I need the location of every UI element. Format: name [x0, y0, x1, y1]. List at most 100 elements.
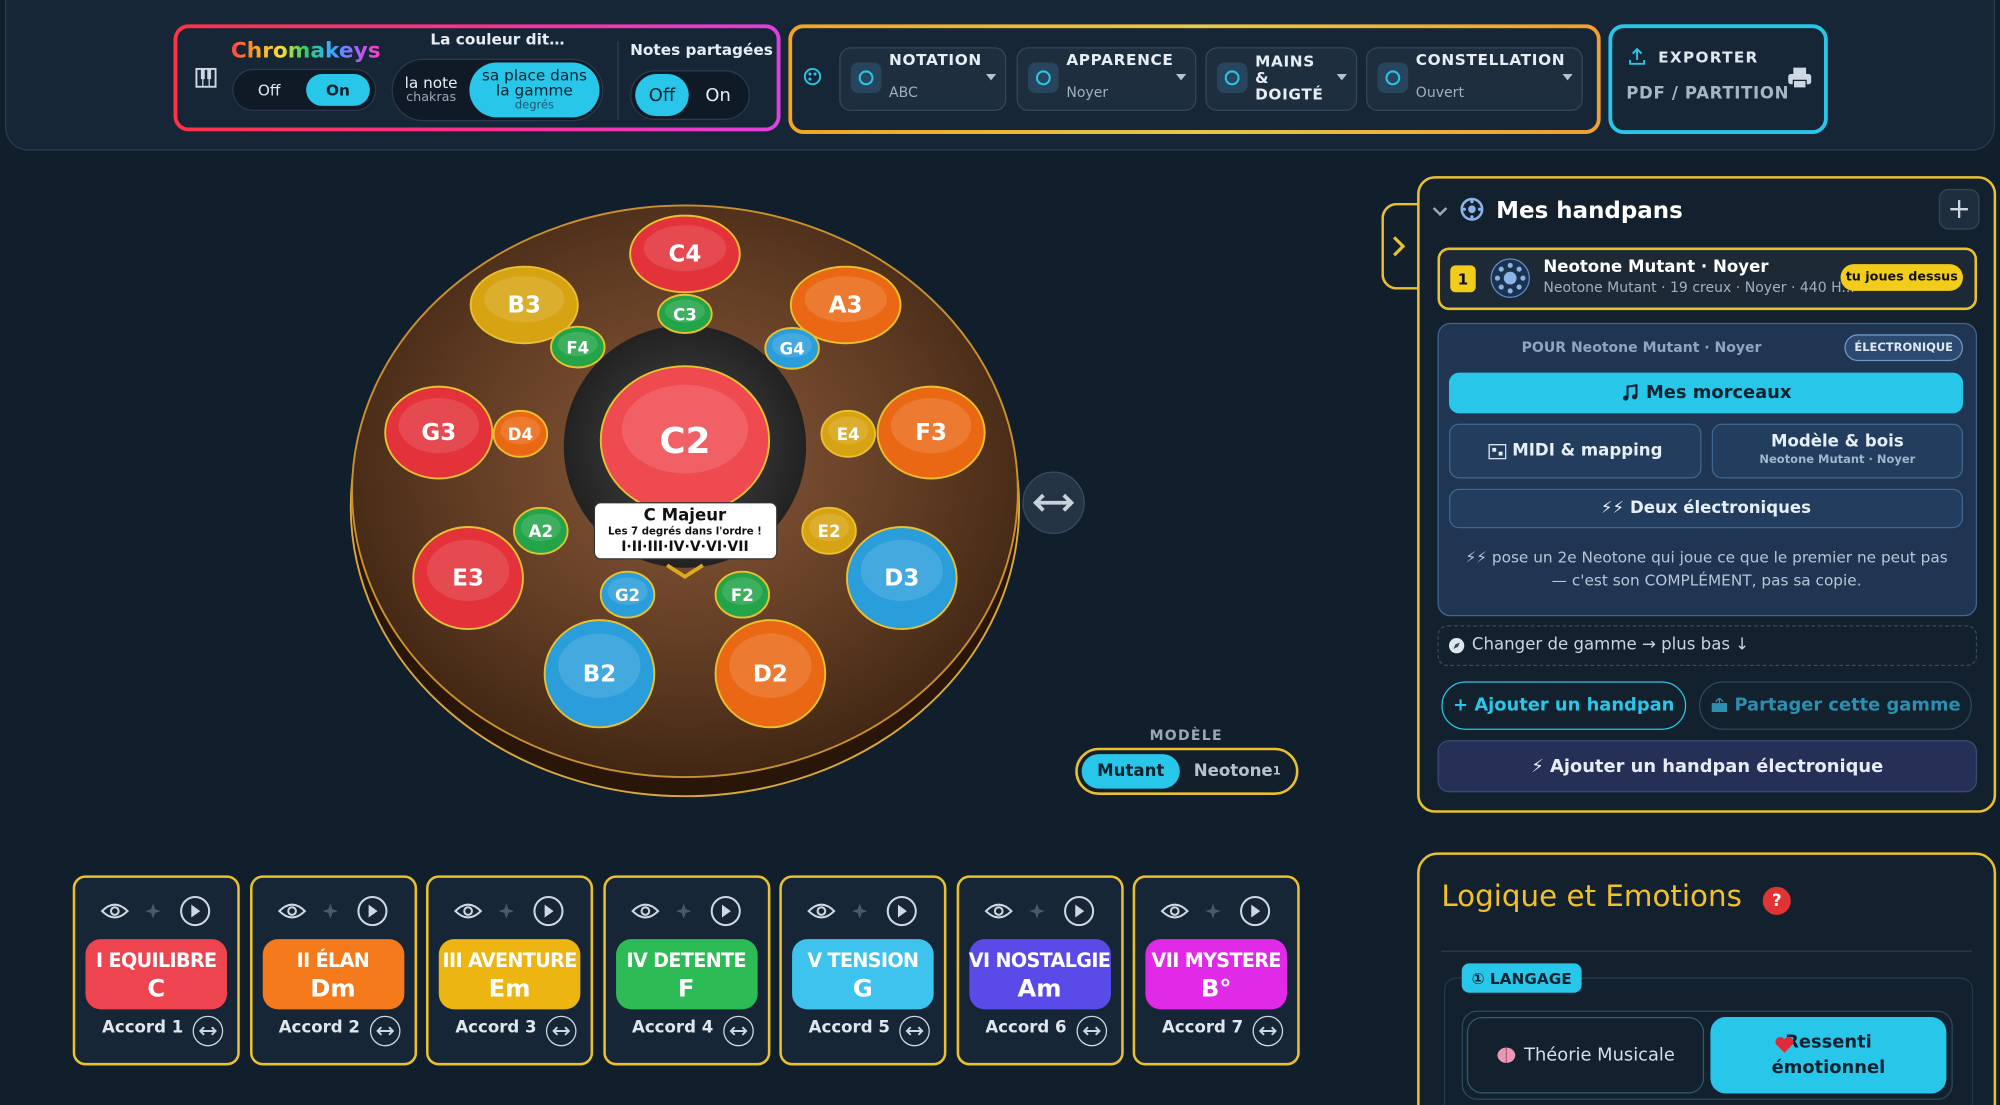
chord-pill[interactable]: II ÉLAN Dm	[262, 939, 404, 1010]
chord-pill[interactable]: IV DETENTE F	[615, 939, 758, 1010]
card-icons	[98, 894, 226, 927]
note[interactable]	[543, 619, 656, 729]
note-highlight	[621, 384, 749, 474]
note[interactable]	[876, 385, 986, 480]
dropdown[interactable]	[1205, 47, 1358, 112]
note[interactable]	[384, 385, 494, 480]
help-button[interactable]: ?	[1762, 886, 1791, 915]
chord-pill[interactable]: I EQUILIBRE C	[85, 939, 228, 1010]
printer-icon[interactable]	[1787, 66, 1813, 89]
play-icon[interactable]	[180, 896, 211, 927]
chord-name: G	[852, 974, 873, 1003]
eye-icon[interactable]	[807, 903, 836, 919]
sparkle-icon[interactable]	[852, 903, 868, 919]
add-electronic-button[interactable]: ⚡ Ajouter un handpan électronique	[1437, 740, 1978, 793]
chord-pill[interactable]: VI NOSTALGIE Am	[968, 939, 1111, 1010]
note-label: G3	[421, 420, 456, 446]
dropdown-label: APPARENCE	[1066, 51, 1174, 69]
model-wood-button[interactable]: Modèle & bois Neotone Mutant · Noyer	[1711, 423, 1963, 479]
eye-icon[interactable]	[453, 903, 483, 919]
chord-swap[interactable]	[722, 1015, 754, 1047]
change-scale[interactable]: Changer de gamme → plus bas ↓	[1437, 625, 1978, 667]
card-icon-row	[453, 896, 564, 927]
note-label: G4	[780, 340, 805, 359]
sparkle-icon[interactable]	[675, 903, 691, 919]
play-icon[interactable]	[886, 896, 917, 927]
share-scale-button[interactable]: Partager cette gamme	[1698, 681, 1972, 730]
feeling-button[interactable]: Ressenti émotionnel	[1710, 1016, 1947, 1094]
note[interactable]	[629, 214, 741, 294]
note[interactable]	[412, 526, 524, 631]
chord-pill[interactable]: V TENSION G	[792, 939, 934, 1010]
toggle-on[interactable]: On	[705, 84, 731, 106]
chord-swap[interactable]	[1075, 1015, 1107, 1047]
eye-icon[interactable]	[277, 903, 306, 919]
theory-button[interactable]: Théorie Musicale	[1466, 1016, 1705, 1094]
eye-icon[interactable]	[1160, 903, 1189, 919]
note[interactable]	[764, 326, 820, 370]
note[interactable]	[513, 506, 569, 555]
toggle-on[interactable]: On	[306, 74, 370, 106]
chord-swap[interactable]	[899, 1015, 930, 1047]
note[interactable]	[492, 409, 549, 458]
mode-note[interactable]: la note chakras	[395, 66, 466, 114]
play-triangle	[1251, 904, 1261, 918]
play-icon[interactable]	[356, 896, 387, 927]
eye-icon[interactable]	[100, 903, 129, 919]
play-icon[interactable]	[1063, 896, 1094, 927]
play-triangle	[367, 904, 377, 918]
chord-pill[interactable]: VII MYSTERE B°	[1145, 939, 1287, 1010]
mode-note-label: la note	[404, 74, 458, 92]
chevron-icon	[1392, 236, 1406, 257]
sparkle-icon[interactable]	[322, 903, 338, 919]
note[interactable]	[599, 570, 656, 619]
chord-pill[interactable]: III AVENTURE Em	[438, 939, 581, 1010]
note-label: C4	[669, 242, 702, 268]
play-triangle	[721, 904, 731, 918]
note[interactable]	[714, 570, 771, 619]
chord-swap[interactable]	[545, 1015, 577, 1047]
note[interactable]	[469, 265, 579, 345]
eye-icon[interactable]	[630, 903, 659, 919]
divider	[617, 40, 619, 120]
note[interactable]	[845, 526, 958, 631]
two-electronic-button[interactable]: ⚡⚡ Deux électroniques	[1448, 488, 1963, 529]
sparkle-icon[interactable]	[1205, 903, 1221, 919]
note[interactable]	[714, 619, 827, 729]
piano-icon	[195, 67, 217, 88]
chord-swap[interactable]	[1252, 1015, 1284, 1047]
note[interactable]	[820, 409, 876, 458]
note[interactable]	[789, 265, 902, 345]
note[interactable]	[550, 325, 606, 369]
play-icon[interactable]	[1240, 896, 1271, 927]
toggle-off[interactable]: Off	[635, 74, 689, 117]
eye-pupil	[286, 906, 297, 916]
sparkle-icon[interactable]	[1028, 903, 1044, 919]
eye-icon[interactable]	[983, 903, 1013, 919]
sparkle-icon[interactable]	[498, 903, 515, 919]
play-icon[interactable]	[710, 896, 741, 927]
chord-label: Accord 7	[1161, 1018, 1244, 1038]
play-icon[interactable]	[533, 896, 564, 927]
card-icons	[1158, 894, 1286, 927]
card-icon-row	[983, 896, 1094, 927]
toggle-off[interactable]: Off	[257, 81, 281, 99]
model-option[interactable]: Neotone 1	[1186, 754, 1288, 788]
note[interactable]	[657, 293, 713, 334]
note[interactable]	[801, 506, 857, 555]
add-button[interactable]: +	[1938, 188, 1980, 230]
mode-degree[interactable]: sa place dans la gamme degrés	[469, 62, 600, 118]
chord-swap[interactable]	[369, 1015, 400, 1047]
swap-glyph	[1082, 1026, 1101, 1036]
model-label: MODÈLE	[1149, 727, 1223, 744]
collapse-icon[interactable]	[1431, 204, 1449, 219]
midi-button[interactable]: MIDI & mapping	[1448, 423, 1702, 479]
chord-swap[interactable]	[192, 1015, 224, 1047]
sparkle-icon[interactable]	[145, 903, 161, 919]
chord-degree: I EQUILIBRE	[96, 948, 217, 972]
my-pieces-button[interactable]: Mes morceaux	[1448, 372, 1963, 414]
add-handpan-button[interactable]: + Ajouter un handpan	[1441, 681, 1687, 730]
model-option[interactable]: Mutant	[1081, 754, 1180, 789]
